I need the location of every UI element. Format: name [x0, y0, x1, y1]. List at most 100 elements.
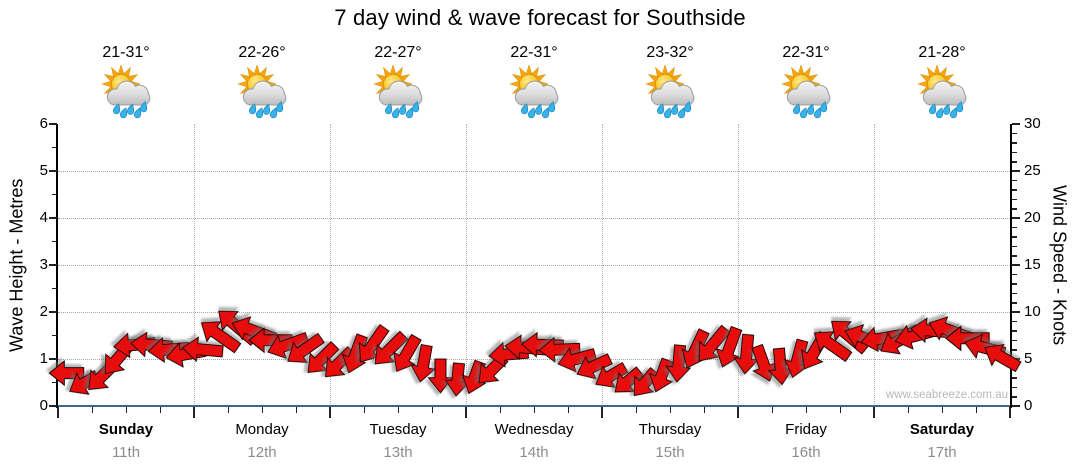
x-axis-major-tick	[465, 407, 467, 418]
right-axis-minor-tick	[1012, 198, 1017, 201]
wind-arrow	[945, 325, 990, 352]
right-axis-tick	[1012, 311, 1020, 313]
wind-arrow	[910, 317, 958, 344]
wind-arrow	[860, 326, 906, 353]
right-axis-minor-tick	[1012, 189, 1017, 191]
x-axis-minor-tick	[499, 407, 501, 413]
day-name-label: Monday	[235, 421, 289, 438]
right-axis-minor-tick	[1012, 151, 1017, 154]
wind-arrow	[461, 359, 487, 395]
right-axis-minor-tick	[1012, 396, 1017, 398]
horizontal-gridline	[58, 218, 1010, 219]
x-axis-minor-tick	[125, 407, 127, 413]
left-axis-tick	[49, 264, 57, 266]
right-axis-minor-tick	[1012, 320, 1017, 323]
wind-arrow	[478, 353, 509, 384]
wind-arrow	[341, 333, 369, 374]
right-axis-minor-tick	[1012, 208, 1017, 210]
wind-arrow	[374, 330, 409, 365]
day-name-label: Wednesday	[494, 421, 574, 438]
wind-arrow	[751, 343, 777, 382]
x-axis-minor-tick	[839, 407, 841, 413]
wind-arrow	[393, 333, 422, 372]
horizontal-gridline	[58, 265, 1010, 266]
left-axis-minor-tick	[52, 287, 57, 289]
temperature-label: 21-31°	[102, 44, 150, 61]
right-axis-minor-tick	[1012, 161, 1017, 163]
day-date-label: 17th	[927, 444, 957, 461]
wind-arrow	[698, 324, 731, 362]
right-axis-tick	[1012, 217, 1020, 219]
weather-icon-sun-cloud-rain	[373, 64, 423, 119]
wind-arrow	[813, 331, 853, 363]
day-boundary-gridline	[874, 124, 875, 406]
wind-arrow	[231, 316, 278, 345]
day-name-label: Thursday	[638, 421, 702, 438]
left-axis-tick-label: 1	[39, 350, 48, 367]
day-boundary-gridline	[330, 124, 331, 406]
day-name-label: Friday	[785, 421, 827, 438]
temperature-label: 21-28°	[918, 44, 966, 61]
left-axis-tick-label: 4	[39, 209, 48, 226]
day-date-label: 11th	[111, 444, 141, 461]
right-axis-tick-label: 10	[1024, 303, 1041, 320]
watermark: www.seabreeze.com.au	[885, 389, 1008, 401]
x-axis-minor-tick	[635, 407, 637, 413]
wind-arrow	[928, 316, 975, 345]
right-axis-minor-tick	[1012, 255, 1017, 257]
day-boundary-gridline	[466, 124, 467, 406]
wind-arrow	[129, 331, 174, 358]
horizontal-gridline	[58, 171, 1010, 172]
weather-icon-sun-cloud-rain	[781, 64, 831, 119]
left-axis-minor-tick	[52, 334, 57, 336]
wind-arrow	[200, 321, 242, 354]
temperature-label: 23-32°	[646, 44, 694, 61]
x-axis-minor-tick	[295, 407, 297, 413]
day-date-label: 16th	[791, 444, 821, 461]
left-axis-tick	[49, 217, 57, 219]
wind-arrow	[287, 332, 325, 363]
left-axis-tick	[49, 311, 57, 313]
x-axis-major-tick	[873, 407, 875, 418]
left-axis-tick-label: 6	[39, 115, 48, 132]
left-axis-tick-label: 0	[39, 397, 48, 414]
right-axis-minor-tick	[1012, 236, 1017, 238]
right-axis-tick-label: 0	[1024, 397, 1033, 414]
wind-arrow	[267, 331, 310, 359]
wind-arrow	[165, 342, 207, 368]
wind-arrow	[767, 347, 794, 386]
x-axis-minor-tick	[669, 407, 671, 413]
wind-arrow	[715, 325, 743, 368]
wind-arrow	[410, 344, 436, 383]
left-axis-minor-tick	[52, 193, 57, 195]
right-axis-tick-label: 30	[1024, 115, 1041, 132]
right-axis-minor-tick	[1012, 377, 1017, 379]
right-axis-minor-tick	[1012, 179, 1017, 182]
horizontal-gridline	[58, 359, 1010, 360]
weather-icon-sun-cloud-rain	[101, 64, 151, 119]
x-axis-minor-tick	[159, 407, 161, 413]
wind-arrow	[69, 370, 101, 395]
day-boundary-gridline	[194, 124, 195, 406]
horizontal-gridline	[58, 312, 1010, 313]
wind-arrow	[880, 324, 922, 355]
x-axis-minor-tick	[431, 407, 433, 413]
day-name-label: Saturday	[909, 421, 975, 438]
x-axis-minor-tick	[771, 407, 773, 413]
right-axis-minor-tick	[1012, 142, 1017, 144]
wind-arrow	[648, 357, 674, 393]
x-axis-major-tick	[57, 407, 59, 418]
wind-arrow	[520, 331, 564, 358]
right-axis-minor-tick	[1012, 273, 1017, 276]
wind-arrow	[733, 333, 760, 375]
x-axis-minor-tick	[261, 407, 263, 413]
day-name-label: Sunday	[98, 421, 154, 438]
day-date-label: 13th	[383, 444, 413, 461]
left-axis-tick	[49, 170, 57, 172]
left-axis-minor-tick	[52, 381, 57, 383]
weather-icon-sun-cloud-rain	[645, 64, 695, 119]
right-axis-tick	[1012, 170, 1020, 172]
wind-arrow	[681, 328, 710, 369]
temperature-label: 22-27°	[374, 44, 422, 61]
